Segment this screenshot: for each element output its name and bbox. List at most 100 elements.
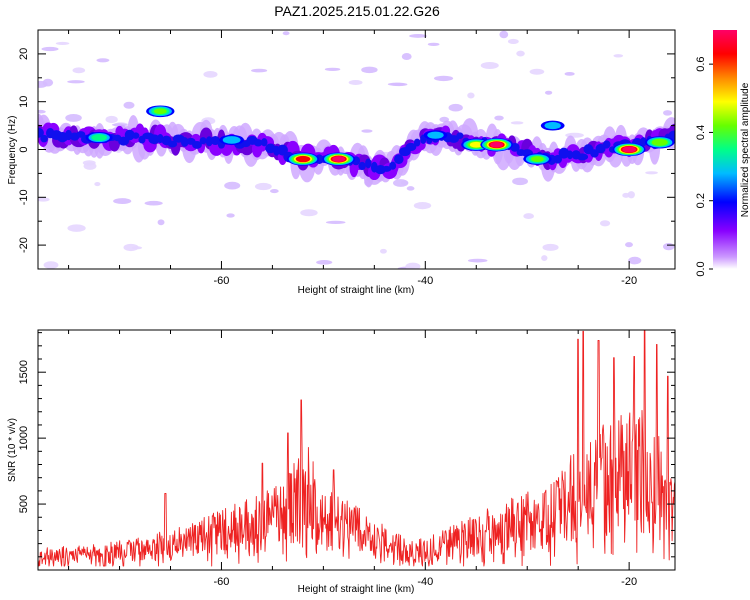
spectrogram-x-tick-label: -20 [621,275,637,287]
heatmap-speckle [467,92,475,99]
heatmap-speckle [627,191,635,199]
heatmap-core [448,135,459,143]
heatmap-speckle [628,256,642,265]
colorbar: 0.0 0.2 0.4 0.6 Normalized spectral amplitu… [695,30,750,277]
colorbar-tick-label: 0.2 [695,193,707,208]
heatmap-speckle [409,34,427,38]
heatmap-core [595,143,606,154]
spectrogram-y-tick-label: -10 [18,189,30,205]
heatmap-speckle [510,121,524,125]
heatmap-core [389,161,397,170]
heatmap-core [40,134,48,143]
heatmap-speckle [361,66,378,74]
spectrogram-y-tick-label: 10 [18,96,30,108]
heatmap-speckle [123,101,135,109]
heatmap-core [167,140,178,148]
heatmap-core [394,154,404,165]
colorbar-ticks: 0.0 0.2 0.4 0.6 [695,56,713,277]
snr-x-axis-label: Height of straight line (km) [298,584,415,595]
colorbar-label: Normalized spectral amplitude [740,82,750,217]
heatmap-speckle [622,192,630,198]
spectrogram-y-axis-label: Frequency (Hz) [7,116,18,185]
spectrogram-heatmap [38,30,675,269]
heatmap-speckle [541,255,548,261]
heatmap-speckle [413,202,432,210]
heatmap-speckle [55,41,70,45]
heatmap-core [602,140,611,149]
heatmap-speckle [433,75,454,82]
spectrogram-ticks: -60 -40 -20 -20 -10 0 10 20 [18,29,675,287]
heatmap-speckle [83,162,97,170]
heatmap-speckle [325,220,346,225]
heatmap-speckle [544,90,553,95]
heatmap-speckle [405,262,421,269]
snr-y-axis-label: SNR (10 * v/v) [7,418,18,482]
heatmap-speckle [67,80,85,84]
heatmap-core [576,153,589,161]
heatmap-speckle [254,182,272,191]
heatmap-peak [490,141,504,148]
heatmap-speckle [380,248,387,254]
heatmap-core [456,132,464,139]
spectrogram-x-tick-label: -60 [214,275,230,287]
heatmap-speckle [67,224,86,232]
heatmap-speckle [448,103,463,112]
colorbar-tick-label: 0.0 [695,261,707,276]
snr-y-tick-label: 1500 [18,360,30,384]
heatmap-core [265,143,276,154]
heatmap-core [381,165,392,172]
heatmap-speckle [663,242,675,251]
heatmap-speckle [523,213,534,220]
heatmap-core [132,132,140,139]
heatmap-speckle [41,46,59,52]
heatmap-core [205,136,213,147]
heatmap-speckle [406,186,415,191]
heatmap-speckle [499,30,509,39]
heatmap-speckle [123,243,139,252]
snr-x-tick-label: -40 [417,576,433,588]
snr-plot-area [38,330,675,570]
snr-y-tick-label: 500 [18,495,30,513]
snr-panel: -60 -40 -20 500 1000 1500 Height of straight … [7,329,676,595]
colorbar-gradient [713,30,737,269]
heatmap-peak [222,136,241,144]
heatmap-core [566,150,574,160]
heatmap-core [261,138,268,147]
heatmap-speckle [224,181,241,190]
snr-y-tick-label: 1000 [18,426,30,450]
snr-ticks: -60 -40 -20 500 1000 1500 [18,330,675,588]
heatmap-speckle [564,71,575,76]
heatmap-peak [469,141,483,148]
heatmap-core [640,137,647,147]
spectrogram-y-tick-label: -20 [18,237,30,253]
snr-x-tick-label: -20 [621,576,637,588]
heatmap-core [180,137,189,147]
heatmap-speckle [467,258,488,263]
heatmap-speckle [251,68,268,73]
heatmap-core [199,137,207,145]
heatmap-speckle [663,110,673,116]
spectrogram-panel: -60 -40 -20 -20 -10 0 10 20 Height of straight … [7,29,676,296]
heatmap-speckle [72,67,86,74]
heatmap-core [210,136,221,146]
heatmap-peak [622,146,636,153]
heatmap-speckle [203,70,218,78]
heatmap-peak [332,156,346,162]
heatmap-core [358,161,366,171]
heatmap-core [253,139,263,147]
heatmap-speckle [96,58,110,63]
heatmap-speckle [542,243,559,251]
heatmap-speckle [613,54,624,58]
heatmap-peak [531,156,544,162]
spectrogram-y-tick-label: 0 [18,146,30,152]
heatmap-peak [544,122,561,130]
heatmap-peak [427,131,444,139]
heatmap-speckle [38,80,48,88]
heatmap-core [124,129,135,141]
snr-series-line [38,330,675,567]
heatmap-speckle [43,261,59,269]
heatmap-speckle [38,109,46,114]
heatmap-speckle [324,67,341,71]
heatmap-speckle [625,242,633,248]
